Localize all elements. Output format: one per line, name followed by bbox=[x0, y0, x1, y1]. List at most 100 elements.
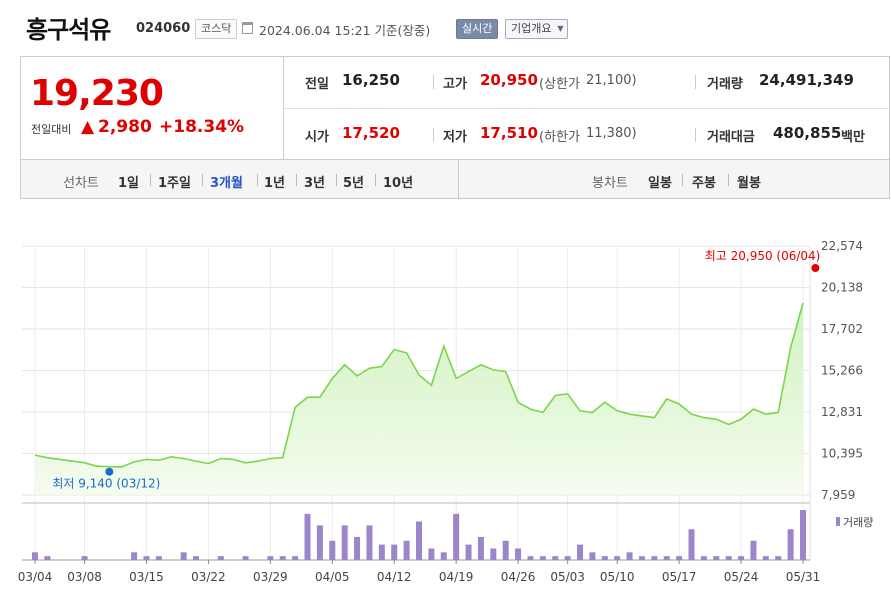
volume-bar bbox=[143, 556, 150, 560]
volume-bar bbox=[800, 510, 806, 560]
tab-1y[interactable]: 1년 bbox=[264, 176, 286, 191]
up-arrow-icon: ▲ bbox=[81, 117, 95, 137]
divider bbox=[257, 174, 258, 186]
company-info-dropdown[interactable]: 기업개요 ▼ bbox=[505, 19, 569, 39]
volume-bar bbox=[81, 556, 88, 560]
divider bbox=[375, 174, 376, 186]
upper-limit-label: (상한가 bbox=[539, 77, 580, 92]
volume-bar bbox=[539, 556, 546, 560]
tab-1d[interactable]: 1일 bbox=[118, 176, 140, 191]
prev-close-label: 전일 bbox=[305, 77, 329, 92]
volume-bar bbox=[589, 552, 596, 560]
current-price: 19,230 bbox=[30, 73, 164, 114]
volume-value: 24,491,349 bbox=[759, 71, 854, 89]
volume-bar bbox=[341, 525, 348, 560]
volume-bar bbox=[292, 556, 299, 560]
volume-bar bbox=[453, 513, 460, 560]
low-value: 17,510 bbox=[480, 124, 538, 142]
volume-bar bbox=[614, 556, 621, 560]
volume-bar bbox=[403, 540, 410, 560]
volume-bar bbox=[713, 556, 720, 560]
amount-label: 거래대금 bbox=[707, 130, 755, 145]
tab-5y[interactable]: 5년 bbox=[343, 176, 365, 191]
date-tick-label: 05/24 bbox=[724, 570, 759, 584]
volume-bar bbox=[416, 521, 422, 560]
price-tick-label: 12,831 bbox=[821, 405, 863, 419]
divider bbox=[682, 174, 683, 186]
volume-bar bbox=[626, 552, 633, 560]
date-tick-label: 03/04 bbox=[18, 570, 53, 584]
lower-limit-value: 11,380) bbox=[586, 126, 637, 141]
tab-1w[interactable]: 1주일 bbox=[158, 176, 191, 191]
volume-bar bbox=[552, 556, 559, 560]
market-badge: 코스닥 bbox=[195, 19, 238, 39]
date-tick-label: 04/05 bbox=[315, 570, 350, 584]
volume-bar bbox=[465, 544, 472, 560]
high-value: 20,950 bbox=[480, 71, 538, 89]
volume-bar bbox=[688, 529, 695, 560]
divider bbox=[336, 174, 337, 186]
volume-bar bbox=[515, 548, 522, 560]
volume-bar bbox=[527, 556, 534, 560]
tab-3y[interactable]: 3년 bbox=[304, 176, 326, 191]
low-annotation: 최저 9,140 (03/12) bbox=[52, 477, 160, 491]
date-tick-label: 03/08 bbox=[67, 570, 102, 584]
volume-bar bbox=[787, 529, 794, 560]
upper-limit-value: 21,100) bbox=[586, 73, 637, 88]
tab-monthly[interactable]: 월봉 bbox=[737, 176, 761, 191]
realtime-button[interactable]: 실시간 bbox=[456, 19, 499, 39]
high-marker bbox=[811, 264, 820, 272]
price-tick-label: 7,959 bbox=[821, 488, 855, 502]
volume-bar bbox=[180, 552, 187, 560]
price-tick-label: 15,266 bbox=[821, 364, 863, 378]
volume-bar bbox=[738, 556, 745, 560]
high-annotation: 최고 20,950 (06/04) bbox=[705, 249, 821, 263]
divider bbox=[296, 174, 297, 186]
divider bbox=[458, 160, 459, 198]
price-area bbox=[35, 303, 803, 495]
amount-value: 480,855 bbox=[773, 124, 842, 142]
volume-bar bbox=[217, 556, 224, 560]
change-percent: +18.34% bbox=[159, 117, 245, 137]
tab-daily[interactable]: 일봉 bbox=[648, 176, 672, 191]
volume-bar bbox=[44, 556, 51, 560]
change-value: 2,980 bbox=[98, 117, 152, 137]
volume-bar bbox=[193, 556, 200, 560]
divider bbox=[202, 174, 203, 186]
price-line bbox=[34, 302, 804, 468]
price-tick-label: 20,138 bbox=[821, 281, 863, 295]
volume-bar bbox=[762, 556, 769, 560]
divider bbox=[150, 174, 151, 186]
volume-bar bbox=[316, 525, 323, 560]
company-info-label: 기업개요 bbox=[511, 22, 552, 35]
divider bbox=[433, 75, 434, 89]
volume-bar bbox=[267, 556, 274, 560]
low-marker bbox=[105, 467, 114, 476]
tab-10y[interactable]: 10년 bbox=[383, 176, 414, 191]
divider bbox=[728, 174, 729, 186]
tab-3m[interactable]: 3개월 bbox=[210, 176, 243, 191]
change-label: 전일대비 bbox=[31, 123, 72, 136]
date-tick-label: 05/17 bbox=[662, 570, 697, 584]
volume-bar bbox=[354, 536, 361, 560]
line-chart-label: 선차트 bbox=[63, 176, 99, 191]
volume-bar bbox=[304, 513, 311, 560]
amount-unit: 백만 bbox=[841, 130, 865, 145]
volume-legend-swatch bbox=[836, 517, 840, 526]
tab-weekly[interactable]: 주봉 bbox=[692, 176, 716, 191]
volume-bar bbox=[155, 556, 162, 560]
volume-bar bbox=[663, 556, 670, 560]
date-tick-label: 05/31 bbox=[786, 570, 821, 584]
volume-bar bbox=[428, 548, 435, 560]
divider bbox=[283, 108, 889, 109]
volume-bar bbox=[32, 552, 38, 560]
volume-bar bbox=[564, 556, 571, 560]
volume-bar bbox=[391, 544, 398, 560]
volume-bar bbox=[638, 556, 645, 560]
price-tick-label: 22,574 bbox=[821, 239, 863, 253]
divider bbox=[433, 128, 434, 142]
date-tick-label: 05/10 bbox=[600, 570, 635, 584]
volume-bar bbox=[242, 556, 249, 560]
open-value: 17,520 bbox=[342, 124, 400, 142]
